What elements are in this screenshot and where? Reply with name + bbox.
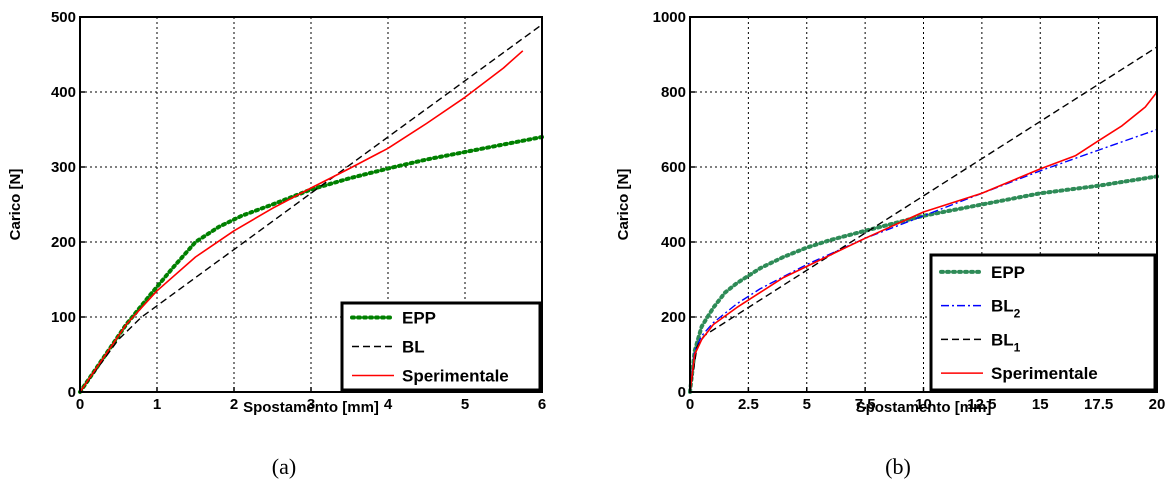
y-tick-label: 600 [661, 159, 686, 176]
x-tick-label: 5 [461, 396, 469, 413]
x-tick-label: 1 [153, 396, 161, 413]
x-tick-label: 0 [686, 396, 694, 413]
legend-label: Sperimentale [402, 367, 509, 386]
y-tick-label: 200 [661, 309, 686, 326]
y-tick-label: 0 [68, 384, 76, 401]
x-axis-label: Spostamento [mm] [856, 399, 992, 416]
y-tick-label: 200 [51, 234, 76, 251]
legend-label: EPP [991, 263, 1025, 282]
legend: EPP BL Sperimentale [340, 301, 542, 392]
legend-label-subscript: 2 [1014, 307, 1021, 321]
series-line-epp [688, 174, 1159, 394]
series-line-sperimentale [79, 50, 524, 393]
x-tick-label: 7.5 [855, 396, 876, 413]
x-tick-label: 12.5 [967, 396, 996, 413]
x-tick-label: 17.5 [1084, 396, 1113, 413]
x-tick-label: 10 [915, 396, 932, 413]
y-tick-label: 500 [51, 9, 76, 26]
x-tick-label: 20 [1149, 396, 1166, 413]
legend-label-name: Sperimentale [402, 367, 509, 386]
legend-label-name: EPP [991, 263, 1025, 282]
x-axis-label: Spostamento [mm] [243, 399, 379, 416]
x-tick-label: 5 [803, 396, 811, 413]
y-tick-label: 300 [51, 159, 76, 176]
y-tick-label: 400 [51, 84, 76, 101]
x-tick-label: 0 [76, 396, 84, 413]
series-line-bl2 [689, 128, 1158, 393]
y-tick-label: 1000 [653, 9, 686, 26]
x-tick-label: 2.5 [738, 396, 759, 413]
y-tick-label: 800 [661, 84, 686, 101]
series-line-epp [78, 135, 544, 394]
y-axis-label: Carico [N] [7, 169, 24, 241]
x-tick-label: 6 [538, 396, 546, 413]
legend-label-name: EPP [402, 309, 436, 328]
legend-label: BL [402, 338, 425, 357]
legend-label: BL2 [991, 297, 1021, 321]
legend-box [929, 253, 1157, 392]
y-tick-label: 400 [661, 234, 686, 251]
panel-caption: (a) [272, 454, 296, 479]
x-tick-label: 15 [1032, 396, 1049, 413]
y-axis-label: Carico [N] [615, 169, 632, 241]
x-tick-label: 2 [230, 396, 238, 413]
legend-label-name: BL [402, 338, 425, 357]
panel-caption: (b) [885, 454, 911, 479]
series-line-sperimentale [689, 91, 1158, 393]
legend-label-name: BL [991, 297, 1014, 316]
legend-label-subscript: 1 [1014, 340, 1021, 354]
series-line-bl [79, 23, 543, 393]
y-tick-label: 0 [678, 384, 686, 401]
legend-label: BL1 [991, 330, 1021, 354]
x-tick-label: 4 [384, 396, 393, 413]
y-tick-label: 100 [51, 309, 76, 326]
legend-label-name: BL [991, 330, 1014, 349]
legend-label: EPP [402, 309, 436, 328]
legend-label-name: Sperimentale [991, 364, 1098, 383]
x-tick-label: 3 [307, 396, 315, 413]
chart-panel-b: 0 2.5 5 7.5 10 12.5 15 17.5 2002004006008001000S… [615, 9, 1165, 479]
chart-panel-a: 0 1 2 3 4 5 6 0 100 200 300 400 500 Spostamento [mm] C… [7, 9, 546, 479]
legend-label: Sperimentale [991, 364, 1098, 383]
